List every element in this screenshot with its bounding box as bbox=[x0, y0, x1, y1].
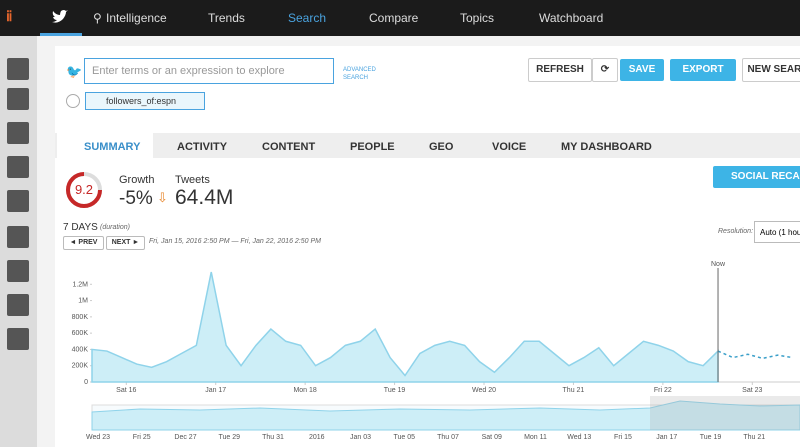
x-tick-label: Tue 19 bbox=[384, 387, 406, 394]
filter-tag[interactable]: followers_of:espn bbox=[85, 92, 205, 110]
tab[interactable]: CONTENT bbox=[262, 141, 316, 153]
x-tick-label: Fri 22 bbox=[654, 387, 672, 394]
side-icon[interactable] bbox=[7, 156, 29, 178]
new-search-button[interactable]: NEW SEARC bbox=[742, 58, 800, 82]
navigator-label: Tue 05 bbox=[393, 434, 415, 441]
y-tick-label: 400K bbox=[72, 346, 89, 353]
growth-label: Growth bbox=[119, 174, 155, 186]
prev-button[interactable]: ◄ PREV bbox=[63, 236, 104, 250]
twitter-menu[interactable] bbox=[40, 0, 82, 36]
resolution-select[interactable]: Auto (1 hou bbox=[754, 221, 800, 243]
nav-item[interactable]: Watchboard bbox=[539, 11, 604, 25]
nav-icon: ⚲ bbox=[93, 11, 102, 25]
navigator-label: Thu 07 bbox=[437, 434, 459, 441]
side-icon[interactable] bbox=[7, 190, 29, 212]
navigator-label: Mon 11 bbox=[524, 434, 547, 441]
navigator-label: Sat 09 bbox=[482, 434, 502, 441]
active-tab bbox=[57, 133, 153, 158]
twitter-icon: 🐦 bbox=[66, 64, 83, 79]
navigator-label: Wed 13 bbox=[567, 434, 591, 441]
nav-item[interactable]: Topics bbox=[460, 11, 495, 25]
tweets-value: 64.4M bbox=[175, 186, 234, 209]
nav-item[interactable]: Trends bbox=[208, 11, 245, 25]
navigator-label: Tue 29 bbox=[218, 434, 240, 441]
nav-item[interactable]: Search bbox=[288, 11, 327, 25]
date-range: Fri, Jan 15, 2016 2:50 PM — Fri, Jan 22,… bbox=[149, 238, 321, 245]
tab[interactable]: VOICE bbox=[492, 141, 527, 153]
side-icon[interactable] bbox=[7, 122, 29, 144]
refresh-icon[interactable]: ⟳ bbox=[592, 58, 618, 82]
navigator-label: Fri 15 bbox=[614, 434, 632, 441]
navigator-label: Thu 31 bbox=[262, 434, 284, 441]
tab[interactable]: PEOPLE bbox=[350, 141, 395, 153]
x-tick-label: Wed 20 bbox=[472, 387, 496, 394]
x-tick-label: Thu 21 bbox=[563, 387, 585, 394]
side-icon[interactable] bbox=[7, 58, 29, 80]
navigator-label: Jan 03 bbox=[350, 434, 371, 441]
y-tick-label: 0 bbox=[84, 379, 88, 386]
tab[interactable]: GEO bbox=[429, 141, 454, 153]
y-tick-label: 600K bbox=[72, 330, 89, 337]
sidebar bbox=[0, 36, 37, 447]
nav-item[interactable]: Compare bbox=[369, 11, 419, 25]
side-icon[interactable] bbox=[7, 328, 29, 350]
y-tick-label: 1M bbox=[78, 298, 88, 305]
tab-bar bbox=[55, 133, 800, 158]
navigator-label: Dec 27 bbox=[174, 434, 196, 441]
growth-value: -5% bbox=[119, 188, 153, 209]
score-ring bbox=[66, 172, 102, 208]
nav-bar: ⅱ ⚲ Intelligence Trends Search Compare T… bbox=[0, 0, 800, 36]
resolution-label: Resolution: bbox=[718, 228, 754, 235]
refresh-button[interactable]: REFRESH bbox=[528, 58, 592, 82]
advanced-search[interactable]: ADVANCED SEARCH bbox=[343, 67, 376, 81]
x-tick-label: Jan 17 bbox=[205, 387, 226, 394]
search-input[interactable]: Enter terms or an expression to explore bbox=[84, 58, 334, 84]
navigator-label: 2016 bbox=[309, 434, 325, 441]
tab[interactable]: MY DASHBOARD bbox=[561, 141, 652, 153]
x-tick-label: Sat 16 bbox=[116, 387, 136, 394]
now-label: Now bbox=[711, 261, 726, 268]
x-tick-label: Sat 23 bbox=[742, 387, 762, 394]
forecast-line bbox=[717, 350, 793, 360]
x-tick-label: Mon 18 bbox=[293, 387, 316, 394]
duration: 7 DAYS bbox=[63, 222, 98, 233]
navigator-label: Jan 17 bbox=[656, 434, 677, 441]
side-icon[interactable] bbox=[7, 226, 29, 248]
side-icon[interactable] bbox=[7, 294, 29, 316]
logo[interactable]: ⅱ bbox=[6, 8, 13, 24]
tab[interactable]: SUMMARY bbox=[84, 141, 141, 153]
search-placeholder: Enter terms or an expression to explore bbox=[92, 65, 285, 77]
nav-item[interactable]: Intelligence bbox=[106, 11, 167, 25]
navigator-label: Fri 25 bbox=[133, 434, 151, 441]
y-tick-label: 800K bbox=[72, 314, 89, 321]
down-arrow: ⇩ bbox=[157, 190, 168, 205]
navigator-label: Wed 23 bbox=[86, 434, 110, 441]
next-button[interactable]: NEXT ► bbox=[106, 236, 145, 250]
navigator-selection[interactable] bbox=[650, 396, 800, 430]
navigator-area bbox=[91, 400, 800, 431]
duration-note: (duration) bbox=[100, 224, 130, 231]
tab[interactable]: ACTIVITY bbox=[177, 141, 228, 153]
score: 9.2 bbox=[74, 182, 94, 197]
area bbox=[91, 271, 719, 383]
side-icon[interactable] bbox=[7, 260, 29, 282]
tweets-label: Tweets bbox=[175, 174, 210, 186]
navigator-label: Tue 19 bbox=[700, 434, 722, 441]
side-icon[interactable] bbox=[7, 88, 29, 110]
expand-toggle[interactable] bbox=[66, 94, 80, 108]
y-tick-label: 200K bbox=[72, 363, 89, 370]
filter-text: followers_of:espn bbox=[106, 96, 177, 106]
navigator-label: Thu 21 bbox=[743, 434, 765, 441]
save-button[interactable]: SAVE bbox=[620, 59, 664, 81]
social-recall-button[interactable]: SOCIAL RECAL bbox=[713, 166, 800, 188]
y-tick-label: 1.2M bbox=[72, 281, 88, 288]
export-button[interactable]: EXPORT bbox=[670, 59, 736, 81]
